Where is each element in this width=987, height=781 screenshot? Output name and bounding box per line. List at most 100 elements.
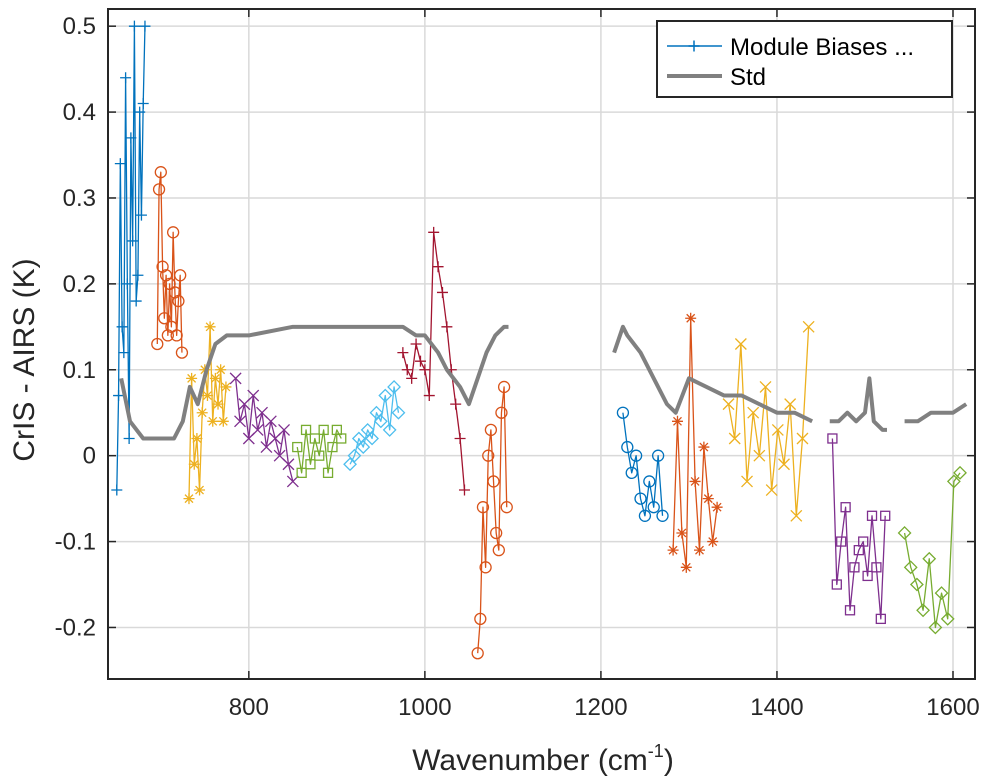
data-point-x [282,458,295,471]
data-point-star [217,415,229,427]
series-9 [667,312,723,573]
std-line [829,376,887,432]
data-point-diamond [897,526,912,540]
x-tick-label: 1400 [750,694,803,721]
data-point-diamond [387,380,401,394]
data-point-circle [166,226,180,239]
y-tick-label: 0.2 [63,271,96,298]
data-point-circle [616,406,630,419]
series-13 [119,324,509,441]
legend: Module Biases ... Std [656,20,953,98]
data-point-square [844,605,856,616]
data-point-diamond [916,603,930,618]
data-point-square [314,450,325,461]
data-point-diamond [343,457,357,472]
data-point-x [264,415,277,428]
data-point-square [300,424,312,436]
data-point-diamond [365,431,379,446]
data-point-square [880,510,891,521]
series-12 [897,465,967,635]
std-line [904,402,968,424]
data-point-circle [656,509,669,522]
y-tick-label: 0.3 [63,185,96,212]
data-point-plus [450,398,462,410]
data-point-star [220,381,232,393]
data-point-plus [401,364,413,376]
data-point-x [234,415,246,428]
x-tick-label: 800 [229,694,269,721]
data-point-star [215,364,227,376]
series-5 [343,380,406,472]
data-point-star [209,372,221,384]
data-point-circle [170,329,183,342]
data-point-circle [172,294,185,308]
y-tick-label: -0.2 [55,614,96,641]
data-point-diamond [360,422,375,437]
data-point-circle [168,286,182,299]
data-point-square [871,562,882,573]
series-line [727,326,810,517]
data-point-diamond [378,388,393,403]
series-3 [229,372,299,488]
data-point-circle [476,501,490,514]
data-point-x [784,398,797,411]
data-point-square [831,579,842,590]
x-tick-label: 1600 [926,694,979,721]
data-point-star [676,527,688,539]
data-point-diamond [373,414,388,429]
data-point-star [207,415,219,427]
data-point-star [685,312,697,324]
data-point-circle [647,501,660,514]
series-1 [151,166,189,359]
data-point-star [702,493,714,505]
data-point-plus [406,372,418,384]
data-point-plus [134,106,146,118]
data-layer [111,20,968,660]
data-point-star [212,398,224,410]
data-point-star [186,372,198,384]
data-point-square [840,502,851,513]
data-point-plus [113,390,125,402]
data-point-circle [158,312,171,325]
legend-marker-module-biases [688,40,700,52]
data-point-diamond [903,560,918,575]
data-point-x [741,475,753,488]
data-point-circle [175,346,189,359]
data-point-plus [120,72,132,84]
data-point-diamond [382,422,397,437]
data-point-square [309,433,320,444]
data-point-plus [127,235,139,247]
series-11 [827,433,891,625]
data-point-star [667,544,679,556]
data-point-square [858,536,869,547]
data-point-x [247,389,260,402]
series-line [402,231,466,491]
data-point-diamond [351,431,366,446]
data-point-plus [128,20,140,32]
y-tick-label: 0.1 [63,357,96,384]
data-point-x [778,458,790,471]
data-point-plus [123,432,135,444]
data-point-star [671,415,683,427]
data-point-circle [487,475,500,488]
data-point-circle [625,466,638,479]
series-line [296,429,342,474]
data-point-x [747,406,760,419]
series-7 [471,380,513,660]
data-point-x [728,432,741,445]
series-line [234,378,294,482]
data-point-circle [495,406,508,419]
data-point-square [862,570,873,582]
data-point-star [201,390,213,402]
data-point-plus [423,390,435,402]
data-point-square [322,467,334,478]
data-point-circle [500,501,513,514]
data-point-plus [130,295,142,307]
data-point-circle [490,526,503,540]
series-2 [183,321,232,505]
series-line [349,386,400,465]
data-point-circle [484,423,498,437]
y-tick-label: -0.1 [55,529,96,556]
data-point-circle [643,475,656,488]
